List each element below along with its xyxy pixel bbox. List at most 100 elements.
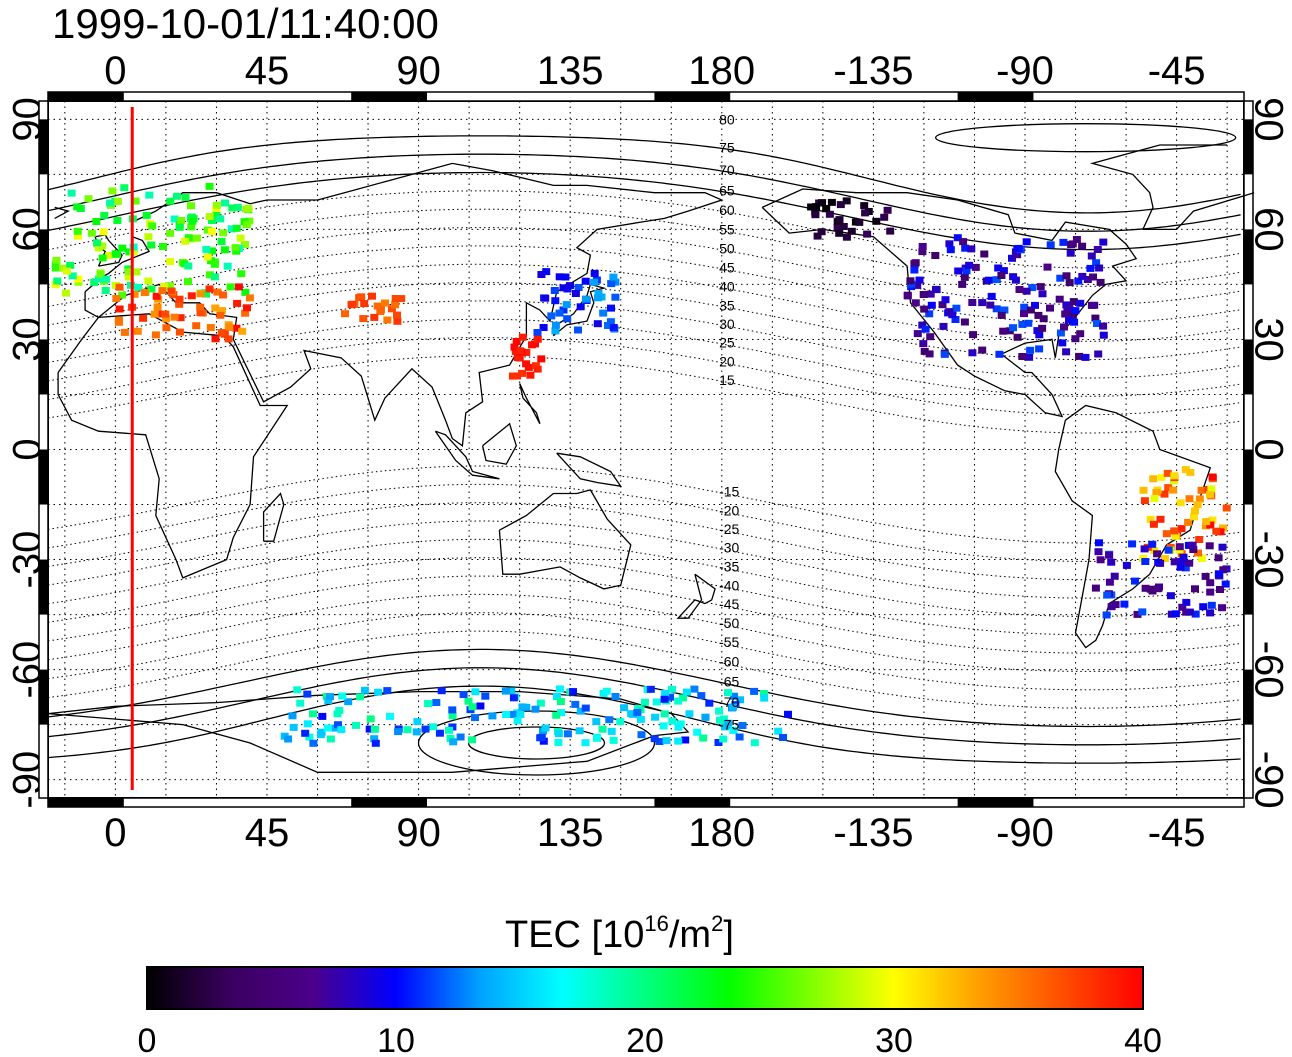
tec-observation: [1149, 520, 1158, 528]
tec-observation: [607, 727, 616, 735]
tec-observation: [674, 723, 683, 731]
tec-observation: [1074, 277, 1083, 285]
tec-observation: [1092, 259, 1101, 267]
tec-observation: [1056, 329, 1065, 337]
tec-observation: [105, 251, 114, 259]
contour-label: -55: [719, 634, 739, 650]
tec-observation: [611, 293, 620, 301]
tec-observation: [429, 723, 438, 731]
tec-observation: [729, 726, 738, 734]
contour-label: 80: [719, 111, 735, 127]
tec-observation: [376, 306, 385, 314]
tec-observation: [220, 246, 229, 254]
tec-observation: [166, 229, 175, 237]
tec-observation: [1218, 543, 1227, 551]
tec-observation: [574, 284, 583, 291]
tec-observation: [184, 278, 192, 286]
tec-observation: [435, 729, 444, 737]
tec-observation: [926, 290, 935, 298]
tec-observation: [616, 718, 625, 726]
tec-observation: [1022, 287, 1031, 295]
tec-observation: [605, 716, 614, 724]
contour-label: 55: [719, 222, 735, 238]
tec-observation: [1206, 521, 1215, 529]
tec-observation: [1018, 353, 1027, 360]
tec-observation: [554, 739, 563, 746]
tec-observation: [341, 310, 349, 318]
tec-observation: [1086, 264, 1095, 272]
tec-observation: [925, 350, 934, 358]
tec-observation: [421, 725, 430, 733]
tec-observation: [1026, 346, 1035, 354]
tec-observation: [359, 315, 368, 323]
tec-observation: [413, 718, 422, 726]
tec-observation: [1181, 466, 1190, 474]
tec-observation: [383, 316, 392, 324]
tec-observation: [582, 295, 590, 303]
tec-observation: [448, 712, 457, 720]
lat-tick-label-right: 0: [1246, 438, 1290, 460]
lat-tick-label-right: 60: [1246, 207, 1290, 252]
tec-observation: [1096, 556, 1105, 564]
colorbar-tick-label: 40: [1124, 1022, 1162, 1057]
tec-observation: [394, 728, 403, 736]
contour-label: -45: [719, 596, 739, 612]
tec-observation: [1157, 473, 1166, 481]
tec-observation: [509, 694, 518, 702]
tec-observation: [289, 723, 298, 731]
tec-observation: [886, 227, 895, 235]
tec-observation: [1068, 240, 1077, 248]
tec-observation: [1141, 584, 1150, 592]
tec-observation: [531, 705, 540, 713]
tec-observation: [779, 734, 787, 741]
tec-observation: [1015, 286, 1024, 293]
tec-observation: [1207, 485, 1216, 493]
tec-observation: [1034, 311, 1043, 319]
tec-observation: [309, 739, 318, 747]
tec-observation: [581, 739, 590, 747]
tec-observation: [233, 203, 242, 211]
timestamp-title: 1999-10-01/11:40:00: [52, 0, 439, 47]
tec-observation: [468, 703, 477, 711]
tec-observation: [130, 290, 139, 298]
tec-observation: [513, 354, 522, 361]
tec-observation: [175, 328, 184, 336]
tec-observation: [609, 324, 618, 331]
tec-observation: [1110, 572, 1119, 580]
top-longitude-tick-labels: 0 45 90 135 180 -135 -90 -45: [104, 49, 1205, 93]
tec-observation: [1189, 546, 1198, 553]
tec-observation: [992, 305, 1001, 313]
tec-observation: [919, 340, 928, 348]
tec-observation: [825, 210, 834, 218]
tec-observation: [481, 692, 490, 700]
tec-observation: [1202, 518, 1211, 526]
tec-observation: [965, 261, 974, 269]
tec-observation: [115, 283, 124, 291]
tec-observation: [144, 233, 153, 241]
tec-observation: [576, 707, 585, 715]
tec-observation: [555, 309, 564, 317]
tec-observation: [1190, 507, 1199, 515]
tec-observation: [1075, 352, 1084, 360]
tec-observation: [512, 338, 521, 345]
contour-label: -50: [719, 615, 739, 631]
tec-observation: [1009, 273, 1018, 281]
tec-observation: [1094, 548, 1103, 556]
tec-observation: [1122, 561, 1131, 569]
tec-observation: [120, 328, 129, 336]
tec-observation: [360, 686, 369, 694]
lon-tick-label-top: -45: [1148, 49, 1206, 93]
tec-observation: [1020, 303, 1029, 311]
tec-observation: [1014, 244, 1023, 252]
tec-observation: [607, 280, 616, 288]
tec-observation: [162, 315, 171, 323]
tec-observation: [571, 290, 580, 297]
tec-observation: [241, 309, 250, 317]
tec-observation: [661, 689, 670, 697]
tec-observation: [115, 305, 124, 313]
tec-observation: [468, 736, 476, 744]
tec-observation: [1065, 279, 1074, 287]
tec-observation: [326, 735, 335, 743]
tec-observation: [1099, 331, 1108, 339]
tec-observation: [1024, 319, 1033, 327]
